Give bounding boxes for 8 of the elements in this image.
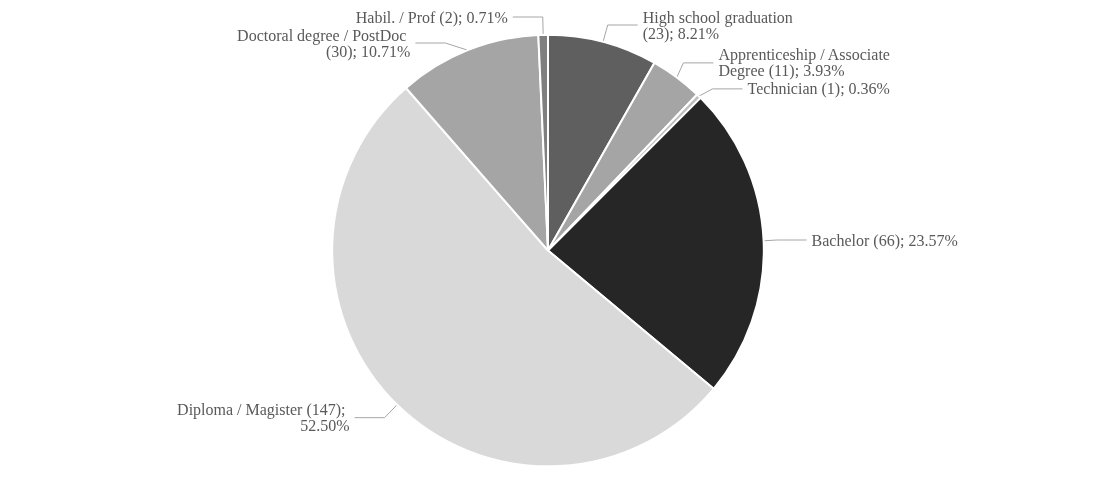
slice-label: Habil. / Prof (2); 0.71% — [355, 8, 508, 27]
slice-label: Doctoral degree / PostDoc — [237, 26, 411, 45]
slice-label: Apprenticeship / Associate Degree (11); 3.93% — [718, 46, 894, 81]
slice-label: Bachelor (66); 23.57% — [811, 231, 958, 250]
slice-label: Diploma / Magister (147); 52.50% — [177, 401, 350, 435]
slice-label: Technician (1); 0.36% — [747, 80, 890, 99]
slice-label: High school graduation — [642, 8, 797, 27]
data-label: (30); 10.71% — [325, 42, 411, 61]
